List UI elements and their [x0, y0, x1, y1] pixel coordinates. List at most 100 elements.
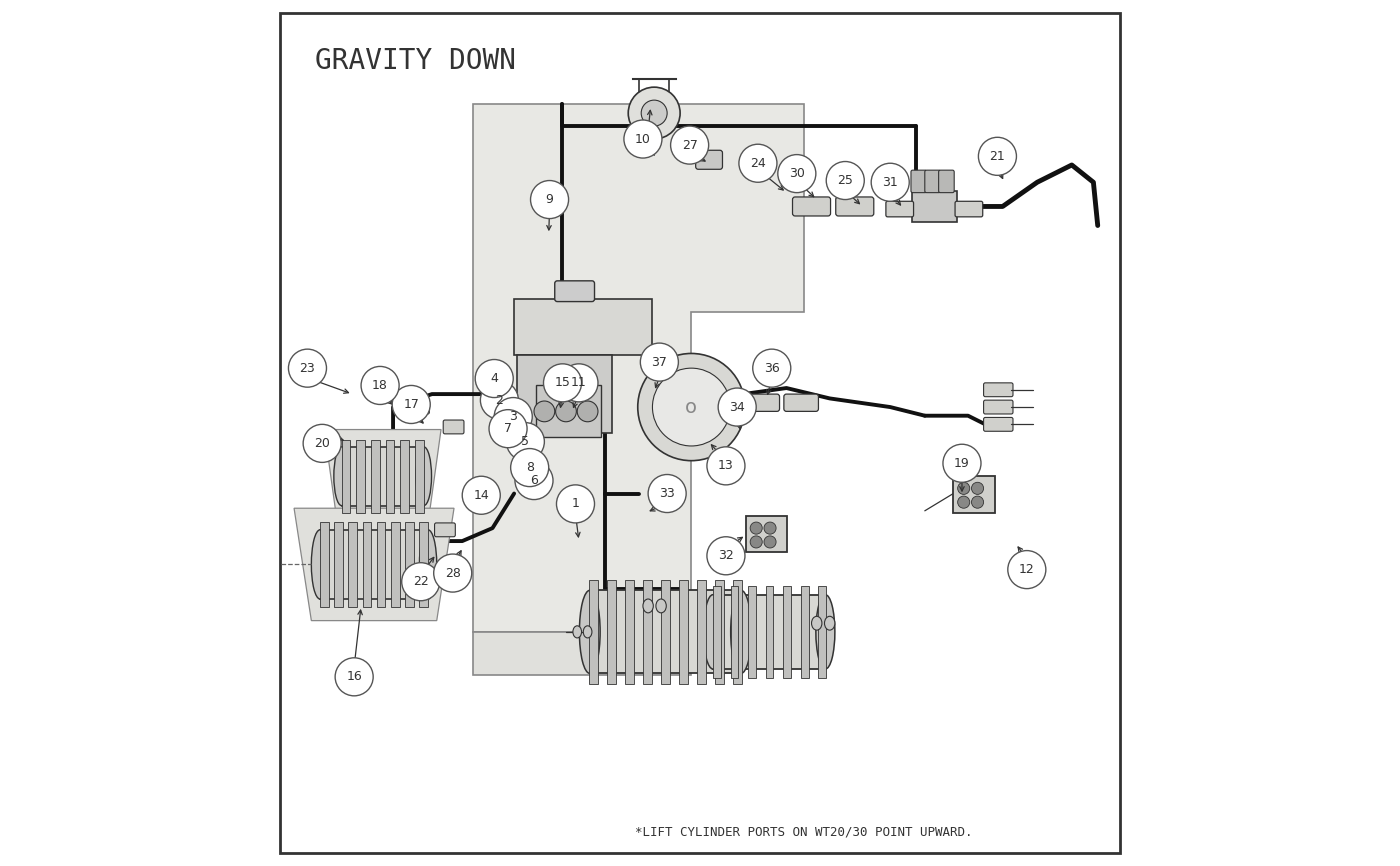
FancyBboxPatch shape [836, 197, 874, 216]
FancyBboxPatch shape [536, 385, 601, 437]
Circle shape [958, 482, 970, 494]
Text: 13: 13 [718, 459, 734, 472]
Text: 9: 9 [546, 193, 553, 206]
Text: 31: 31 [882, 176, 897, 189]
Ellipse shape [703, 595, 722, 669]
Text: 33: 33 [659, 487, 675, 500]
Bar [697, 580, 706, 684]
Polygon shape [325, 430, 441, 523]
Bar [400, 440, 409, 513]
Bar [416, 440, 424, 513]
FancyBboxPatch shape [409, 400, 430, 414]
Circle shape [750, 522, 762, 534]
Ellipse shape [643, 599, 654, 613]
Polygon shape [473, 105, 804, 632]
Circle shape [494, 397, 532, 436]
Text: 7: 7 [504, 423, 512, 436]
Bar [624, 580, 634, 684]
Circle shape [739, 145, 777, 182]
Bar [713, 586, 721, 678]
Text: 32: 32 [718, 549, 734, 562]
Bar [349, 522, 357, 607]
Bar [391, 522, 399, 607]
Text: 22: 22 [413, 575, 428, 588]
Polygon shape [294, 508, 454, 621]
Ellipse shape [825, 617, 834, 630]
Circle shape [778, 155, 816, 192]
Bar [766, 586, 773, 678]
Ellipse shape [731, 591, 752, 674]
Ellipse shape [580, 591, 601, 674]
Text: 15: 15 [554, 377, 570, 390]
Circle shape [972, 482, 984, 494]
Circle shape [764, 522, 776, 534]
Circle shape [652, 368, 731, 446]
Text: 11: 11 [571, 377, 587, 390]
FancyBboxPatch shape [911, 170, 927, 192]
Bar [420, 522, 428, 607]
Circle shape [480, 381, 518, 419]
Text: 37: 37 [651, 356, 668, 369]
Text: 3: 3 [510, 410, 517, 423]
FancyBboxPatch shape [984, 400, 1014, 414]
Bar [386, 440, 395, 513]
Bar [363, 522, 371, 607]
Bar [589, 580, 598, 684]
Bar [371, 440, 379, 513]
Circle shape [641, 100, 668, 126]
Circle shape [640, 343, 679, 381]
Circle shape [944, 444, 981, 482]
Bar [748, 586, 756, 678]
Text: 5: 5 [521, 435, 529, 448]
Bar [819, 586, 826, 678]
Text: 28: 28 [445, 566, 461, 579]
FancyBboxPatch shape [938, 170, 955, 192]
Circle shape [1008, 551, 1046, 589]
FancyBboxPatch shape [955, 201, 983, 216]
Bar [342, 440, 350, 513]
Bar [783, 586, 791, 678]
FancyBboxPatch shape [984, 383, 1014, 397]
FancyBboxPatch shape [589, 591, 741, 674]
Circle shape [764, 536, 776, 548]
Text: 19: 19 [955, 456, 970, 469]
Bar [734, 580, 742, 684]
Bar [377, 522, 385, 607]
FancyBboxPatch shape [713, 595, 826, 669]
Circle shape [556, 401, 577, 422]
Text: 27: 27 [682, 139, 697, 152]
FancyBboxPatch shape [517, 355, 612, 433]
FancyBboxPatch shape [554, 281, 595, 301]
Circle shape [979, 138, 1016, 175]
Ellipse shape [812, 617, 822, 630]
Text: 34: 34 [729, 401, 745, 414]
Circle shape [361, 366, 399, 404]
Text: GRAVITY DOWN: GRAVITY DOWN [315, 48, 517, 75]
Text: 23: 23 [300, 362, 315, 375]
FancyBboxPatch shape [321, 530, 428, 599]
FancyBboxPatch shape [953, 476, 995, 513]
Circle shape [707, 447, 745, 485]
Bar [661, 580, 669, 684]
Bar [679, 580, 687, 684]
Bar [715, 580, 724, 684]
Text: 10: 10 [636, 132, 651, 145]
Text: 6: 6 [531, 474, 538, 487]
Circle shape [718, 388, 756, 426]
Text: 4: 4 [490, 372, 498, 385]
Bar [643, 580, 651, 684]
Circle shape [826, 162, 864, 199]
Circle shape [462, 476, 500, 514]
Text: 16: 16 [346, 670, 363, 683]
Bar [335, 522, 343, 607]
Text: 14: 14 [473, 488, 489, 501]
Text: 25: 25 [837, 174, 853, 187]
Circle shape [392, 385, 430, 423]
Circle shape [335, 658, 374, 696]
Text: 24: 24 [750, 157, 766, 170]
Bar [405, 522, 414, 607]
FancyBboxPatch shape [746, 516, 787, 553]
FancyBboxPatch shape [696, 151, 722, 169]
Circle shape [533, 401, 554, 422]
FancyBboxPatch shape [342, 447, 424, 506]
